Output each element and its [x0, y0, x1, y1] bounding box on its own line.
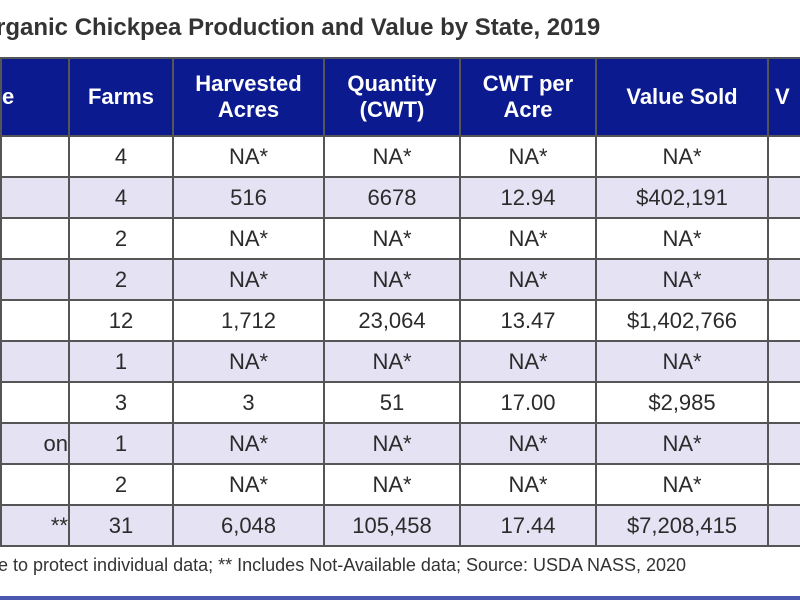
- cell-state: [0, 340, 70, 383]
- cell-value-per: [767, 422, 800, 465]
- cell-cwt-per-acre: NA*: [459, 422, 597, 465]
- footnote: e to protect individual data; ** Include…: [0, 555, 687, 575]
- cell-value-per: [767, 299, 800, 342]
- cell-state: [0, 176, 70, 219]
- column-header-harvested-acres: Harvested Acres: [172, 57, 325, 137]
- table-row: 4 516 6678 12.94 $402,191: [0, 176, 800, 219]
- table-row: on 1 NA* NA* NA* NA*: [0, 422, 800, 465]
- cell-harvested-acres: 1,712: [172, 299, 325, 342]
- cell-cwt-per-acre: NA*: [459, 258, 597, 301]
- cell-quantity: 105,458: [323, 504, 461, 547]
- cell-value-sold: NA*: [595, 135, 769, 178]
- cell-state: on: [0, 422, 70, 465]
- table-row: 1 NA* NA* NA* NA*: [0, 340, 800, 383]
- cell-value-sold: $402,191: [595, 176, 769, 219]
- cell-value-per: [767, 258, 800, 301]
- cell-harvested-acres: NA*: [172, 340, 325, 383]
- cell-state: [0, 299, 70, 342]
- cell-cwt-per-acre: 17.00: [459, 381, 597, 424]
- cell-harvested-acres: NA*: [172, 463, 325, 506]
- cell-farms: 1: [68, 422, 174, 465]
- cell-quantity: NA*: [323, 422, 461, 465]
- cell-value-sold: NA*: [595, 258, 769, 301]
- cell-quantity: 51: [323, 381, 461, 424]
- cell-farms: 31: [68, 504, 174, 547]
- cell-quantity: NA*: [323, 217, 461, 260]
- cell-quantity: NA*: [323, 258, 461, 301]
- cell-value-per: [767, 217, 800, 260]
- cell-value-sold: NA*: [595, 463, 769, 506]
- cell-harvested-acres: NA*: [172, 422, 325, 465]
- table-row: 3 3 51 17.00 $2,985: [0, 381, 800, 424]
- cell-farms: 2: [68, 463, 174, 506]
- cell-value-sold: NA*: [595, 422, 769, 465]
- cell-value-sold: $7,208,415: [595, 504, 769, 547]
- cell-value-per: [767, 176, 800, 219]
- column-header-cwt-per-acre: CWT per Acre: [459, 57, 597, 137]
- cell-quantity: NA*: [323, 340, 461, 383]
- table-row: 2 NA* NA* NA* NA*: [0, 258, 800, 301]
- chickpea-table: e Farms Harvested Acres Quantity (CWT) CWT p…: [0, 57, 800, 547]
- cell-quantity: NA*: [323, 135, 461, 178]
- cell-state: [0, 258, 70, 301]
- cell-harvested-acres: 3: [172, 381, 325, 424]
- table-row: 12 1,712 23,064 13.47 $1,402,766: [0, 299, 800, 342]
- cell-state: [0, 463, 70, 506]
- cell-cwt-per-acre: NA*: [459, 135, 597, 178]
- cell-farms: 1: [68, 340, 174, 383]
- cell-farms: 3: [68, 381, 174, 424]
- cell-farms: 2: [68, 217, 174, 260]
- divider: [0, 596, 800, 600]
- cell-harvested-acres: NA*: [172, 258, 325, 301]
- cell-state: **: [0, 504, 70, 547]
- cell-cwt-per-acre: 12.94: [459, 176, 597, 219]
- cell-cwt-per-acre: NA*: [459, 463, 597, 506]
- cell-state: [0, 381, 70, 424]
- cell-value-per: [767, 135, 800, 178]
- column-header-value-sold: Value Sold: [595, 57, 769, 137]
- cell-quantity: NA*: [323, 463, 461, 506]
- header-row: e Farms Harvested Acres Quantity (CWT) CWT p…: [0, 57, 800, 137]
- cell-value-sold: $1,402,766: [595, 299, 769, 342]
- table-title: rganic Chickpea Production and Value by …: [0, 14, 601, 41]
- column-header-value-per: V: [767, 57, 800, 137]
- cell-value-per: [767, 340, 800, 383]
- table-row: 2 NA* NA* NA* NA*: [0, 217, 800, 260]
- cell-value-per: [767, 381, 800, 424]
- column-header-farms: Farms: [68, 57, 174, 137]
- cell-value-per: [767, 504, 800, 547]
- cell-cwt-per-acre: 13.47: [459, 299, 597, 342]
- cell-state: [0, 217, 70, 260]
- cell-cwt-per-acre: NA*: [459, 340, 597, 383]
- cell-harvested-acres: 6,048: [172, 504, 325, 547]
- cell-quantity: 6678: [323, 176, 461, 219]
- cell-farms: 4: [68, 176, 174, 219]
- cell-cwt-per-acre: NA*: [459, 217, 597, 260]
- cell-state: [0, 135, 70, 178]
- cell-value-sold: NA*: [595, 217, 769, 260]
- cell-harvested-acres: NA*: [172, 135, 325, 178]
- cell-value-sold: $2,985: [595, 381, 769, 424]
- table-row: ** 31 6,048 105,458 17.44 $7,208,415: [0, 504, 800, 547]
- cell-cwt-per-acre: 17.44: [459, 504, 597, 547]
- column-header-quantity: Quantity (CWT): [323, 57, 461, 137]
- table-row: 2 NA* NA* NA* NA*: [0, 463, 800, 506]
- cell-farms: 2: [68, 258, 174, 301]
- cell-farms: 4: [68, 135, 174, 178]
- cell-farms: 12: [68, 299, 174, 342]
- cell-harvested-acres: NA*: [172, 217, 325, 260]
- cell-quantity: 23,064: [323, 299, 461, 342]
- cell-harvested-acres: 516: [172, 176, 325, 219]
- column-header-state: e: [0, 57, 70, 137]
- cell-value-sold: NA*: [595, 340, 769, 383]
- table-row: 4 NA* NA* NA* NA*: [0, 135, 800, 178]
- cell-value-per: [767, 463, 800, 506]
